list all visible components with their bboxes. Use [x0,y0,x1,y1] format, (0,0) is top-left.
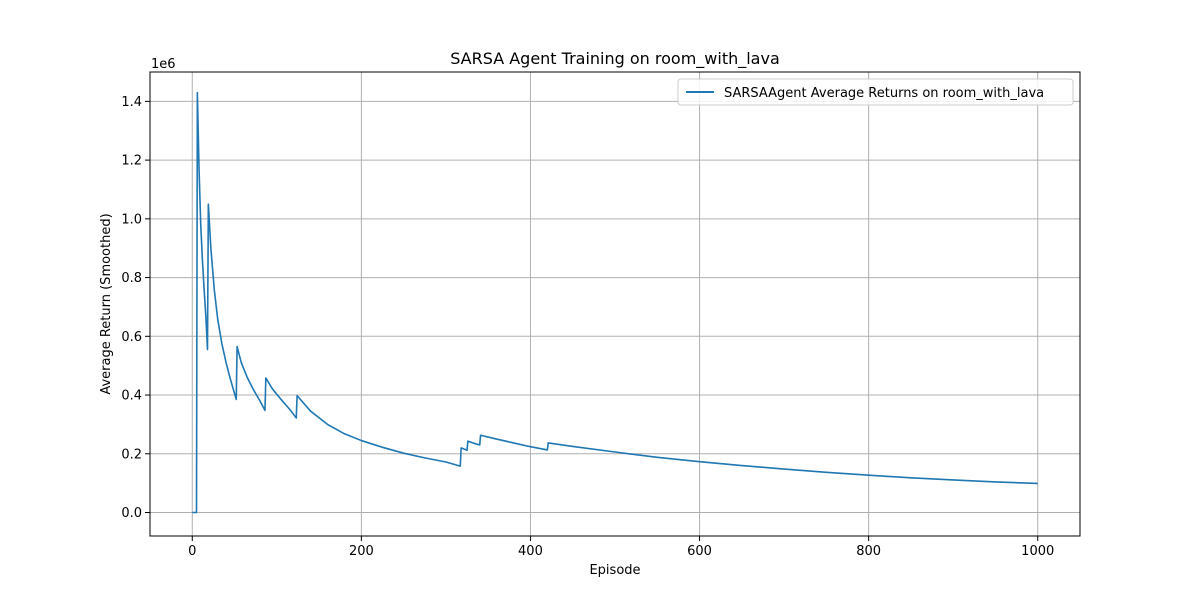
x-tick-label: 400 [518,544,543,559]
y-tick-label: 0.2 [121,447,142,462]
x-tick-label: 800 [856,544,881,559]
y-tick-label: 1.2 [121,154,142,169]
x-tick-label: 200 [349,544,374,559]
axes-frame [149,71,1081,537]
x-tick-label: 600 [687,544,712,559]
y-tick-label: 0.4 [121,389,142,404]
y-tick-label: 0.0 [121,506,142,521]
y-tick-label: 0.8 [121,271,142,286]
grid-lines [150,72,1080,536]
y-axis-offset-label: 1e6 [151,57,176,72]
y-axis-label: Average Return (Smoothed) [99,213,114,394]
x-tick-label: 0 [188,544,196,559]
y-tick-label: 0.6 [121,330,142,345]
x-axis-label: Episode [589,563,640,578]
y-axis-ticks: 0.0 0.2 0.4 0.6 0.8 1.0 1.2 1.4 [121,95,150,521]
legend-box [677,78,1074,106]
x-axis-ticks: 0 200 400 600 800 1000 [188,536,1054,559]
series-line [192,91,1038,514]
series-lines [192,91,1038,514]
chart-title: SARSA Agent Training on room_with_lava [450,49,780,69]
legend-label: SARSAAgent Average Returns on room_with_… [724,86,1044,101]
y-tick-label: 1.0 [121,212,142,227]
y-tick-label: 1.4 [121,95,142,110]
x-tick-label: 1000 [1021,544,1054,559]
legend: SARSAAgent Average Returns on room_with_… [677,78,1074,106]
